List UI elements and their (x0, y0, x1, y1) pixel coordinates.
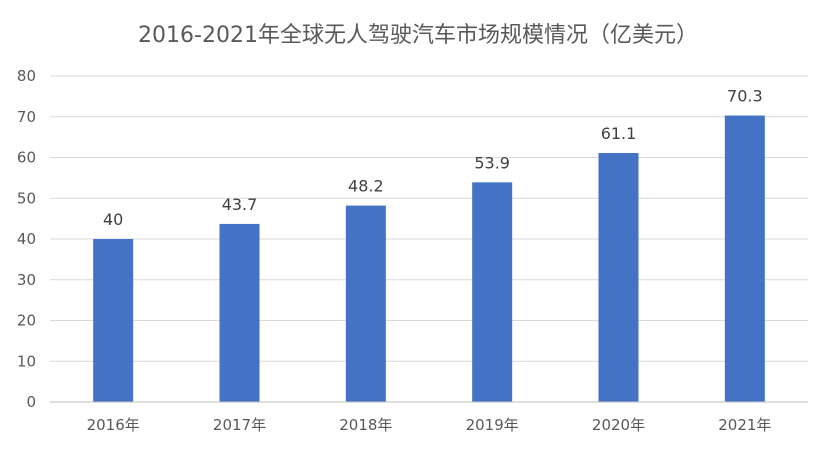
y-tick-label: 70 (17, 108, 36, 126)
bar (219, 223, 260, 402)
y-tick-label: 30 (17, 271, 36, 289)
bar (345, 205, 386, 402)
bar (598, 153, 639, 402)
x-tick-label: 2019年 (466, 416, 519, 434)
data-labels: 40 43.7 48.2 53.9 61.1 70.3 (103, 87, 763, 229)
y-axis-ticks: 0 10 20 30 40 50 60 70 80 (17, 67, 36, 411)
bar (93, 239, 134, 402)
y-tick-label: 40 (17, 230, 36, 248)
bar (724, 115, 765, 402)
data-label: 70.3 (727, 87, 763, 106)
x-tick-label: 2020年 (592, 416, 645, 434)
bar (472, 182, 513, 402)
x-tick-label: 2017年 (213, 416, 266, 434)
y-tick-label: 80 (17, 67, 36, 85)
x-tick-label: 2021年 (718, 416, 771, 434)
y-tick-label: 0 (26, 393, 36, 411)
gridlines (50, 75, 808, 362)
y-tick-label: 10 (17, 352, 36, 370)
data-label: 43.7 (222, 195, 258, 214)
x-tick-label: 2016年 (87, 416, 140, 434)
data-label: 53.9 (474, 153, 510, 172)
data-label: 40 (103, 210, 123, 229)
bars (93, 115, 765, 402)
x-axis-ticks: 2016年 2017年 2018年 2019年 2020年 2021年 (87, 416, 772, 434)
y-tick-label: 50 (17, 189, 36, 207)
data-label: 61.1 (601, 124, 637, 143)
x-tick-label: 2018年 (339, 416, 392, 434)
data-label: 48.2 (348, 177, 384, 196)
y-tick-label: 20 (17, 312, 36, 330)
chart-title: 2016-2021年全球无人驾驶汽车市场规模情况（亿美元） (138, 23, 698, 48)
y-tick-label: 60 (17, 149, 36, 167)
